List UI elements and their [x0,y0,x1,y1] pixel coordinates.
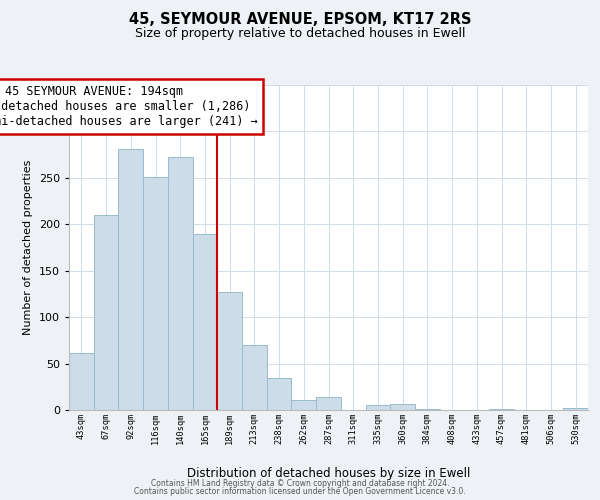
Bar [242,345,267,410]
Y-axis label: Number of detached properties: Number of detached properties [23,160,33,335]
Bar [94,215,118,410]
Bar [118,149,143,410]
Bar [489,409,514,410]
Bar [193,234,217,410]
Bar [143,177,168,410]
Bar [365,406,390,410]
Bar [316,397,341,410]
Bar [415,409,440,410]
Bar [267,378,292,410]
Text: Contains public sector information licensed under the Open Government Licence v3: Contains public sector information licen… [134,487,466,496]
Bar [69,354,94,410]
Bar [292,400,316,410]
Bar [217,292,242,410]
Text: 45, SEYMOUR AVENUE, EPSOM, KT17 2RS: 45, SEYMOUR AVENUE, EPSOM, KT17 2RS [129,12,471,28]
Text: Distribution of detached houses by size in Ewell: Distribution of detached houses by size … [187,468,470,480]
Bar [168,158,193,410]
Bar [390,404,415,410]
Text: Contains HM Land Registry data © Crown copyright and database right 2024.: Contains HM Land Registry data © Crown c… [151,478,449,488]
Text: Size of property relative to detached houses in Ewell: Size of property relative to detached ho… [135,28,465,40]
Text: 45 SEYMOUR AVENUE: 194sqm
← 84% of detached houses are smaller (1,286)
16% of se: 45 SEYMOUR AVENUE: 194sqm ← 84% of detac… [0,85,257,128]
Bar [563,408,588,410]
